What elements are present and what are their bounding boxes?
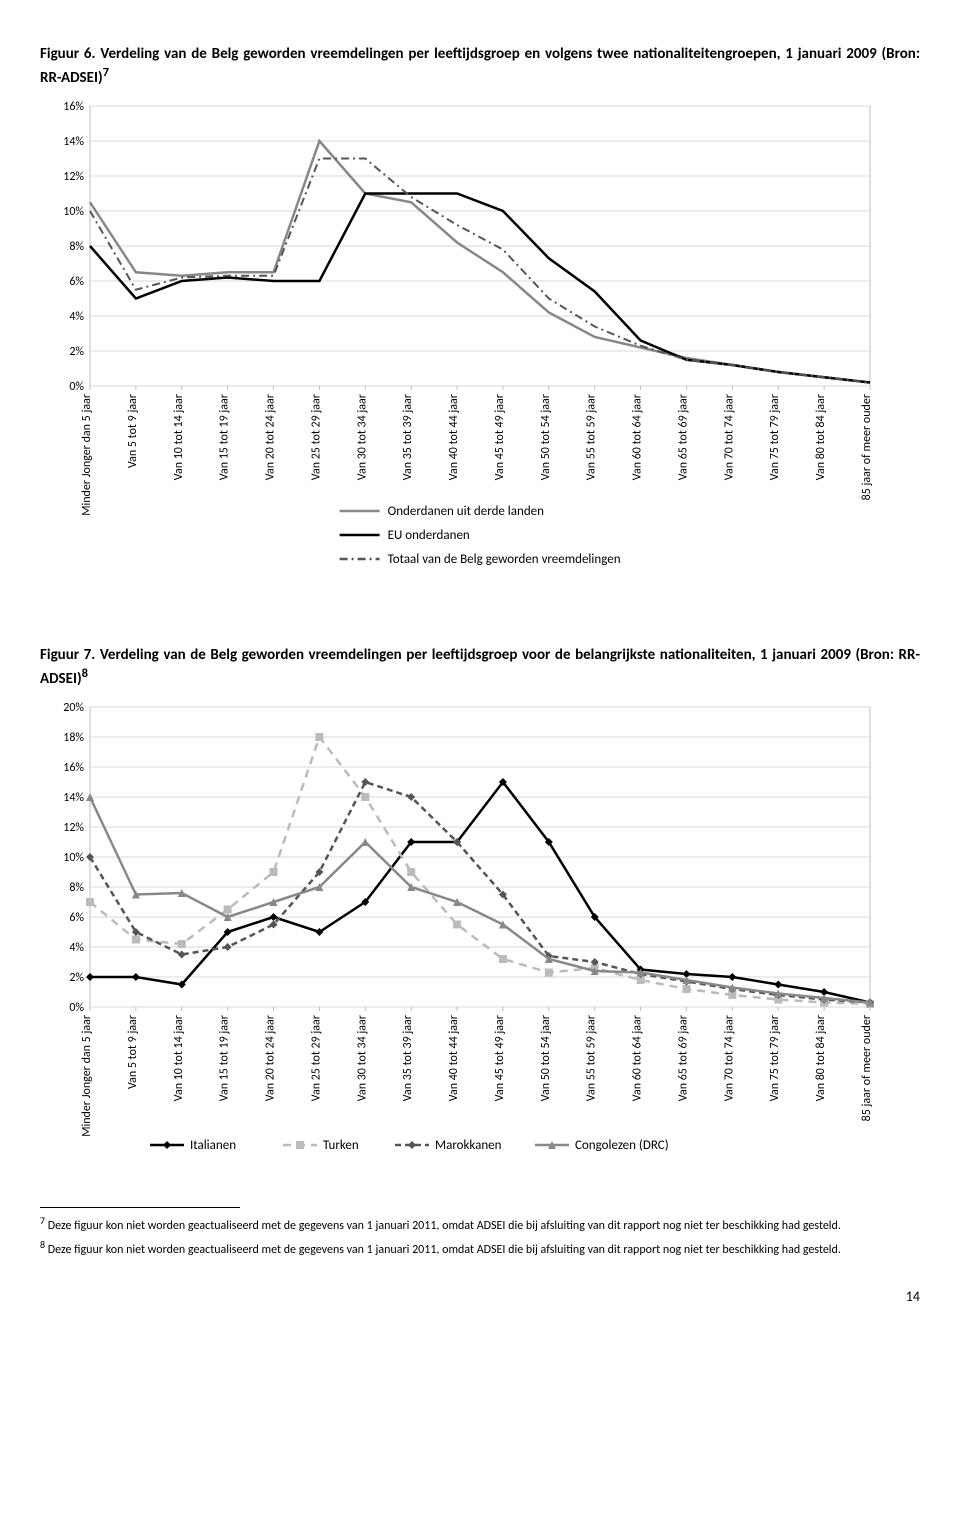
svg-text:16%: 16%	[63, 761, 84, 775]
svg-text:Van 35 tot 39 jaar: Van 35 tot 39 jaar	[401, 394, 415, 480]
svg-text:Congolezen (DRC): Congolezen (DRC)	[575, 1138, 669, 1153]
svg-text:85 jaar of meer ouder: 85 jaar of meer ouder	[860, 394, 874, 500]
figure7-title: Figuur 7. Verdeling van de Belg geworden…	[40, 646, 920, 689]
svg-text:Van 5 tot 9 jaar: Van 5 tot 9 jaar	[126, 1015, 140, 1089]
svg-text:8%: 8%	[69, 240, 84, 254]
svg-text:Van 30 tot 34 jaar: Van 30 tot 34 jaar	[355, 1015, 369, 1101]
figure7-rest: Verdeling van de Belg geworden vreemdeli…	[40, 646, 920, 688]
footnote-8-text: Deze figuur kon niet worden geactualisee…	[45, 1243, 841, 1257]
svg-text:Van 80 tot 84 jaar: Van 80 tot 84 jaar	[814, 394, 828, 480]
svg-text:Van 15 tot 19 jaar: Van 15 tot 19 jaar	[218, 1015, 232, 1101]
svg-text:Van 35 tot 39 jaar: Van 35 tot 39 jaar	[401, 1015, 415, 1101]
svg-text:Van 5 tot 9 jaar: Van 5 tot 9 jaar	[126, 394, 140, 468]
svg-text:Van 75 tot 79 jaar: Van 75 tot 79 jaar	[768, 1015, 782, 1101]
svg-text:12%: 12%	[63, 821, 84, 835]
svg-text:Van 50 tot 54 jaar: Van 50 tot 54 jaar	[539, 394, 553, 480]
svg-text:Van 25 tot 29 jaar: Van 25 tot 29 jaar	[309, 394, 323, 480]
svg-text:Marokkanen: Marokkanen	[435, 1138, 502, 1153]
footnote-8: 8 Deze figuur kon niet worden geactualis…	[40, 1238, 920, 1258]
svg-text:2%: 2%	[69, 971, 84, 985]
svg-text:Van 15 tot 19 jaar: Van 15 tot 19 jaar	[218, 394, 232, 480]
svg-text:Van 20 tot 24 jaar: Van 20 tot 24 jaar	[264, 394, 278, 480]
svg-text:Van 25 tot 29 jaar: Van 25 tot 29 jaar	[309, 1015, 323, 1101]
svg-text:Van 40 tot 44 jaar: Van 40 tot 44 jaar	[447, 394, 461, 480]
svg-text:8%: 8%	[69, 881, 84, 895]
svg-text:12%: 12%	[63, 170, 84, 184]
svg-text:2%: 2%	[69, 345, 84, 359]
svg-text:Van 80 tot 84 jaar: Van 80 tot 84 jaar	[814, 1015, 828, 1101]
svg-text:Van 55 tot 59 jaar: Van 55 tot 59 jaar	[585, 394, 599, 480]
svg-text:Van 55 tot 59 jaar: Van 55 tot 59 jaar	[585, 1015, 599, 1101]
figure6-rest: Verdeling van de Belg geworden vreemdeli…	[40, 45, 920, 87]
svg-text:Van 50 tot 54 jaar: Van 50 tot 54 jaar	[539, 1015, 553, 1101]
svg-text:Van 65 tot 69 jaar: Van 65 tot 69 jaar	[676, 1015, 690, 1101]
svg-text:4%: 4%	[69, 941, 84, 955]
svg-text:16%: 16%	[63, 100, 84, 114]
svg-text:Van 70 tot 74 jaar: Van 70 tot 74 jaar	[722, 1015, 736, 1101]
svg-text:Van 60 tot 64 jaar: Van 60 tot 64 jaar	[631, 394, 645, 480]
svg-text:0%: 0%	[69, 380, 84, 394]
svg-text:Turken: Turken	[323, 1138, 359, 1153]
svg-text:Van 40 tot 44 jaar: Van 40 tot 44 jaar	[447, 1015, 461, 1101]
svg-text:Van 20 tot 24 jaar: Van 20 tot 24 jaar	[264, 1015, 278, 1101]
svg-text:Van 65 tot 69 jaar: Van 65 tot 69 jaar	[676, 394, 690, 480]
svg-text:10%: 10%	[63, 851, 84, 865]
svg-text:6%: 6%	[69, 275, 84, 289]
figure6-title: Figuur 6. Verdeling van de Belg geworden…	[40, 45, 920, 88]
svg-text:EU onderdanen: EU onderdanen	[388, 528, 470, 543]
svg-text:Van 45 tot 49 jaar: Van 45 tot 49 jaar	[493, 394, 507, 480]
figure7-chart: 0% 2% 4% 6% 8% 10% 12% 14% 16% 18% 20% Minder Jonge…	[40, 697, 920, 1167]
svg-text:0%: 0%	[69, 1001, 84, 1015]
svg-text:4%: 4%	[69, 310, 84, 324]
svg-text:Totaal van de Belg geworden vr: Totaal van de Belg geworden vreemdelinge…	[388, 552, 621, 567]
svg-text:14%: 14%	[63, 791, 84, 805]
footnote-rule	[40, 1207, 240, 1208]
svg-text:Minder Jonger dan 5 jaar: Minder Jonger dan 5 jaar	[80, 1015, 94, 1137]
footnote-7-text: Deze figuur kon niet worden geactualisee…	[45, 1219, 841, 1233]
svg-text:20%: 20%	[63, 701, 84, 715]
figure6-prefix: Figuur 6.	[40, 45, 96, 63]
figure7-sup: 8	[82, 666, 88, 681]
svg-text:6%: 6%	[69, 911, 84, 925]
figure7-prefix: Figuur 7.	[40, 646, 95, 664]
svg-text:Van 45 tot 49 jaar: Van 45 tot 49 jaar	[493, 1015, 507, 1101]
svg-text:85 jaar of meer ouder: 85 jaar of meer ouder	[860, 1015, 874, 1121]
svg-text:10%: 10%	[63, 205, 84, 219]
svg-text:14%: 14%	[63, 135, 84, 149]
figure6-chart: 0% 2% 4% 6% 8% 10% 12% 14% 16% Minder Jonger dan …	[40, 96, 920, 606]
page-number: 14	[40, 1288, 920, 1305]
svg-text:Van 30 tot 34 jaar: Van 30 tot 34 jaar	[355, 394, 369, 480]
figure6-sup: 7	[103, 65, 109, 80]
svg-text:Van 10 tot 14 jaar: Van 10 tot 14 jaar	[172, 394, 186, 480]
svg-text:Van 60 tot 64 jaar: Van 60 tot 64 jaar	[631, 1015, 645, 1101]
svg-text:18%: 18%	[63, 731, 84, 745]
svg-text:Van 70 tot 74 jaar: Van 70 tot 74 jaar	[722, 394, 736, 480]
svg-text:Italianen: Italianen	[190, 1138, 236, 1153]
footnote-7: 7 Deze figuur kon niet worden geactualis…	[40, 1214, 920, 1234]
svg-text:Onderdanen uit derde landen: Onderdanen uit derde landen	[388, 504, 545, 519]
svg-text:Van 10 tot 14 jaar: Van 10 tot 14 jaar	[172, 1015, 186, 1101]
svg-text:Van 75 tot 79 jaar: Van 75 tot 79 jaar	[768, 394, 782, 480]
svg-text:Minder Jonger dan 5 jaar: Minder Jonger dan 5 jaar	[80, 394, 94, 516]
